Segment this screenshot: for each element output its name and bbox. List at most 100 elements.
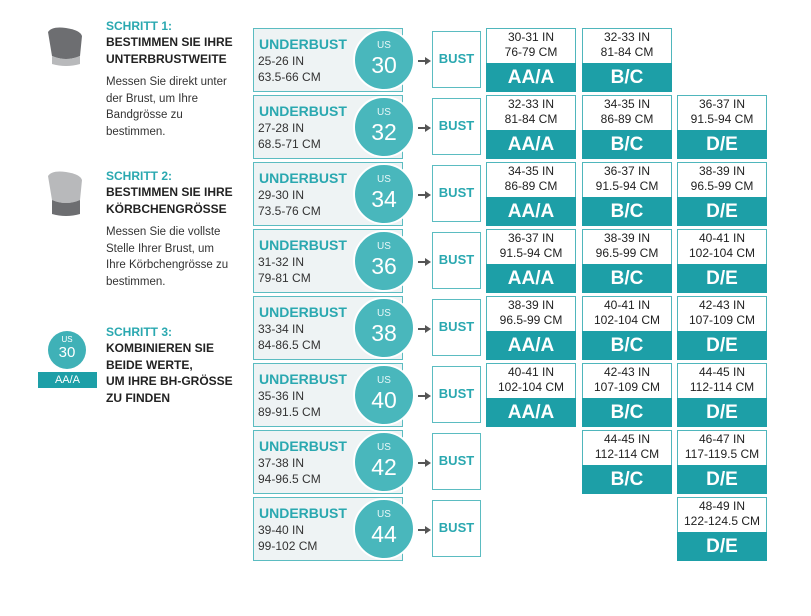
arrow-head <box>425 56 431 65</box>
us-size: 42 <box>371 454 397 480</box>
cell-cm: 102-104 CM <box>593 313 661 327</box>
cell-cm: 102-104 CM <box>497 380 565 394</box>
cell-in: 34-35 IN <box>507 164 555 178</box>
cell-cm: 96.5-99 CM <box>595 246 659 260</box>
arrow-head <box>425 123 431 132</box>
bust-box: BUST <box>432 232 481 289</box>
us-circle <box>353 230 415 292</box>
cell-in: 32-33 IN <box>603 30 651 44</box>
cell-cup: B/C <box>582 331 672 360</box>
underbust-label: UNDERBUST <box>259 505 347 521</box>
underbust-in: 39-40 IN <box>258 523 305 537</box>
us-label: US <box>377 241 391 252</box>
step-body: Bandgrösse zu <box>106 109 183 122</box>
step-body: Messen Sie die vollste <box>106 226 221 238</box>
underbust-in: 35-36 IN <box>258 389 305 403</box>
underbust-label: UNDERBUST <box>259 438 347 454</box>
bust-box: BUST <box>432 433 481 490</box>
arrow-line <box>418 529 429 531</box>
cell-cm: 107-109 CM <box>688 313 756 327</box>
us-label: US <box>377 107 391 118</box>
underbust-cm: 63.5-66 CM <box>258 70 321 84</box>
cell-in: 30-31 IN <box>507 30 555 44</box>
cell-cup: D/E <box>677 331 767 360</box>
cell-in: 40-41 IN <box>507 365 555 379</box>
cell-cup: D/E <box>677 197 767 226</box>
cell-cup: AA/A <box>486 264 576 293</box>
underbust-label: UNDERBUST <box>259 304 347 320</box>
arrow-line <box>418 462 429 464</box>
bust-box: BUST <box>432 500 481 557</box>
example-size: 30 <box>58 344 76 361</box>
step-body: Stelle Ihrer Brust, um <box>106 242 215 255</box>
step-body: Messen Sie direkt unter <box>106 76 227 88</box>
step-body: der Brust, um Ihre <box>106 92 199 105</box>
bust-icon <box>48 171 82 203</box>
cell-cup: D/E <box>677 532 767 561</box>
us-size: 36 <box>371 253 397 279</box>
cell-cm: 117-119.5 CM <box>684 447 760 461</box>
cell-cm: 91.5-94 CM <box>595 179 659 193</box>
cell-cm: 91.5-94 CM <box>499 246 563 260</box>
step-heading: KÖRBCHENGRÖSSE <box>106 201 227 216</box>
arrow-head <box>425 525 431 534</box>
us-size: 38 <box>371 320 397 346</box>
bust-box: BUST <box>432 366 481 423</box>
cell-in: 38-39 IN <box>603 231 651 245</box>
cell-in: 48-49 IN <box>698 499 746 513</box>
icons <box>48 27 82 216</box>
us-label: US <box>377 375 391 386</box>
cell-cm: 96.5-99 CM <box>690 179 754 193</box>
cell-cm: 76-79 CM <box>504 45 558 59</box>
cell-cup: B/C <box>582 197 672 226</box>
step-body: bestimmen. <box>106 276 166 289</box>
cell-cm: 81-84 CM <box>504 112 558 126</box>
cell-cup: D/E <box>677 398 767 427</box>
us-size: 32 <box>371 119 397 145</box>
underbust-label: UNDERBUST <box>259 36 347 52</box>
cell-cm: 86-89 CM <box>504 179 558 193</box>
bust-box: BUST <box>432 98 481 155</box>
underbust-label: UNDERBUST <box>259 170 347 186</box>
cell-in: 36-37 IN <box>603 164 651 178</box>
step-heading: UM IHRE BH-GRÖSSE <box>106 374 233 388</box>
step-title: SCHRITT 3: <box>106 325 172 339</box>
arrow-head <box>425 458 431 467</box>
cell-cup: D/E <box>677 130 767 159</box>
us-circle <box>353 364 415 426</box>
cell-in: 36-37 IN <box>507 231 555 245</box>
example-cup: AA/A <box>38 372 97 388</box>
cell-in: 38-39 IN <box>507 298 555 312</box>
us-label: US <box>377 40 391 51</box>
arrow-line <box>418 194 429 196</box>
us-size: 34 <box>371 186 397 212</box>
cell-cm: 112-114 CM <box>594 447 660 461</box>
us-size: 44 <box>371 521 397 547</box>
underbust-cm: 68.5-71 CM <box>258 137 321 151</box>
cell-in: 44-45 IN <box>698 365 746 379</box>
cell-cm: 81-84 CM <box>600 45 654 59</box>
us-circle <box>353 297 415 359</box>
us-circle <box>353 498 415 560</box>
arrow-line <box>418 261 429 263</box>
us-label: US <box>377 509 391 520</box>
cell-cup: AA/A <box>486 63 576 92</box>
step-heading: KOMBINIEREN SIE <box>106 341 215 355</box>
cell-in: 38-39 IN <box>698 164 746 178</box>
us-circle <box>353 163 415 225</box>
underbust-cm: 73.5-76 CM <box>258 204 321 218</box>
cell-cup: AA/A <box>486 197 576 226</box>
step-title: SCHRITT 1: <box>106 19 172 33</box>
step-body: bestimmen. <box>106 126 166 139</box>
step-heading: UNTERBRUSTWEITE <box>106 51 227 66</box>
underbust-cm: 84-86.5 CM <box>258 338 321 352</box>
cell-in: 40-41 IN <box>603 298 651 312</box>
cell-cm: 112-114 CM <box>689 380 755 394</box>
bust-band <box>52 200 80 216</box>
cell-cm: 96.5-99 CM <box>499 313 563 327</box>
arrow-head <box>425 190 431 199</box>
cell-cup: AA/A <box>486 130 576 159</box>
cell-cup: AA/A <box>486 398 576 427</box>
cell-in: 32-33 IN <box>507 97 555 111</box>
